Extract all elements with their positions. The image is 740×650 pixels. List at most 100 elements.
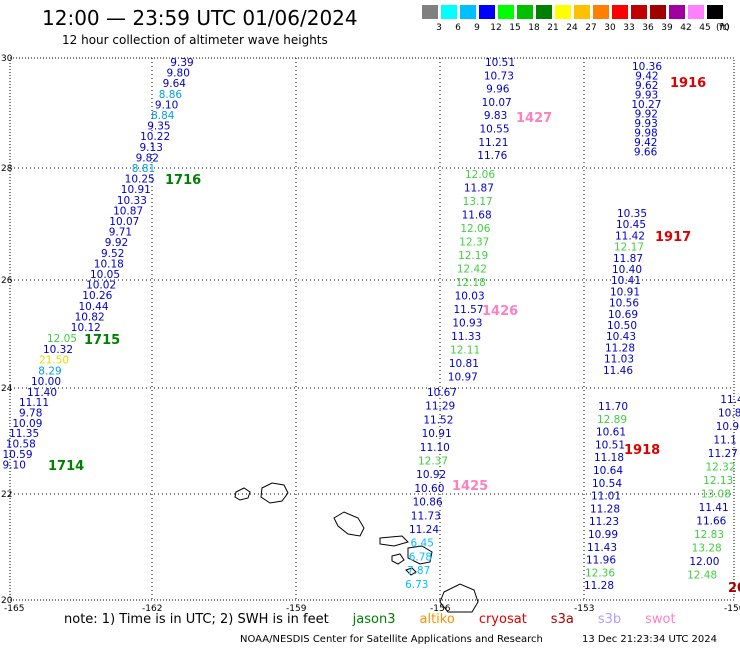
island-niihau	[234, 487, 251, 501]
wave-height-value: 10.61	[596, 427, 626, 439]
wave-height-value: 10.07	[482, 97, 512, 109]
wave-height-value: 12.18	[456, 277, 486, 289]
wave-height-value: 9.93	[634, 118, 657, 130]
wave-height-value: 10.18	[94, 258, 124, 270]
island-hawaii	[439, 583, 479, 613]
wave-height-value: 9.35	[147, 121, 170, 133]
wave-height-value: 12.13	[703, 475, 733, 487]
wave-height-value: 10.9	[716, 421, 739, 433]
wave-height-value: 10.32	[43, 344, 73, 356]
satellite-s3b: s3b	[597, 612, 622, 627]
wave-height-value: 11.57	[453, 304, 483, 316]
wave-height-value: 13.08	[701, 489, 731, 501]
longitude-label: -156	[430, 604, 451, 614]
island-molokai	[379, 535, 409, 547]
wave-height-value: 9.42	[635, 71, 658, 83]
island-oahu	[333, 511, 365, 537]
wave-height-value: 10.56	[609, 298, 639, 310]
wave-height-value: 10.22	[140, 131, 170, 143]
longitude-label: -153	[574, 604, 594, 614]
wave-height-value: 10.43	[606, 331, 636, 343]
wave-height-value: 11.52	[423, 414, 453, 426]
wave-height-value: 12.19	[458, 250, 488, 262]
wave-height-value: 10.69	[608, 309, 638, 321]
wave-height-value: 10.33	[117, 195, 147, 207]
wave-height-value: 10.67	[427, 387, 457, 399]
chart-subtitle: 12 hour collection of altimeter wave hei…	[62, 33, 328, 47]
wave-height-value: 11.21	[478, 137, 508, 149]
scale-label: 27	[585, 23, 597, 33]
wave-height-value: 12.37	[418, 456, 448, 468]
wave-height-value: 10.93	[452, 318, 482, 330]
track-time-label: 1426	[482, 304, 518, 319]
wave-height-value: 12.06	[465, 169, 495, 181]
wave-height-value: 10.92	[416, 469, 446, 481]
wave-height-value: 12.11	[450, 345, 480, 357]
wave-height-value: 10.12	[71, 322, 101, 334]
wave-height-value: 10.55	[479, 124, 509, 136]
wave-height-value: 9.66	[634, 147, 658, 159]
latitude-label: 28	[1, 164, 13, 174]
wave-height-value: 11.28	[584, 580, 614, 592]
wave-height-value: 11.1	[713, 435, 736, 447]
scale-swatch	[688, 5, 704, 19]
wave-height-value: 10.97	[448, 372, 478, 384]
scale-swatch	[574, 5, 590, 19]
wave-height-value: 9.78	[19, 407, 42, 419]
longitude-label: -162	[142, 604, 162, 614]
island-kahoolawe	[405, 567, 417, 576]
track-1716: 9.399.809.648.869.108.849.3510.229.139.8…	[71, 57, 201, 334]
wave-height-value: 10.25	[125, 174, 155, 186]
note-text: note: 1) Time is in UTC; 2) SWH is in fe…	[64, 612, 329, 627]
map-grid: -165 -162 -159 -156 -153 -150 30 28 26 24 22 20	[1, 54, 740, 614]
wave-height-value: 10.86	[413, 497, 443, 509]
wave-height-value: 11.11	[19, 397, 49, 409]
scale-label: 9	[474, 23, 480, 33]
wave-height-value: 9.82	[136, 152, 159, 164]
wave-height-value: 11.87	[613, 253, 643, 265]
wave-height-value: 10.91	[610, 286, 640, 298]
latitude-label: 22	[1, 490, 12, 500]
satellite-jason3: jason3	[352, 612, 396, 627]
wave-height-value: 12.17	[614, 242, 644, 254]
wave-height-value: 11.4	[720, 394, 740, 406]
footer-note: note: 1) Time is in UTC; 2) SWH is in fe…	[64, 612, 724, 627]
scale-label: 45	[699, 23, 711, 33]
wave-height-value: 12.37	[459, 237, 489, 249]
wave-height-value: 6.78	[409, 551, 432, 563]
track-time-label: 1715	[84, 333, 120, 348]
wave-height-value: 11.46	[603, 365, 633, 377]
scale-swatch	[593, 5, 609, 19]
wave-height-value: 10.87	[113, 205, 143, 217]
wave-height-value: 9.92	[105, 237, 128, 249]
track-1918: 11.7012.8910.6110.5111.1810.6410.5411.01…	[584, 401, 660, 592]
wave-height-value: 10.50	[607, 320, 637, 332]
wave-height-value: 9.80	[167, 68, 190, 80]
wave-height-value: 8.86	[159, 89, 183, 101]
wave-height-value: 10.27	[631, 99, 661, 111]
wave-height-value: 10.73	[484, 70, 514, 82]
wave-height-value: 11.28	[590, 503, 620, 515]
track-1426: 12.0611.8713.1711.6812.0612.3712.1912.42…	[448, 169, 518, 384]
wave-height-value: 11.73	[411, 510, 441, 522]
wave-height-value: 9.64	[163, 78, 187, 90]
satellite-s3a: s3a	[550, 612, 574, 627]
latitude-label: 30	[1, 54, 13, 64]
wave-height-value: 10.03	[455, 291, 485, 303]
track-time-label: 1916	[670, 76, 706, 91]
scale-swatch	[536, 5, 552, 19]
wave-height-value: 6.45	[411, 538, 434, 550]
wave-height-value: 9.92	[635, 109, 658, 121]
wave-height-value: 11.76	[477, 150, 507, 162]
longitude-label: -150	[724, 604, 740, 614]
scale-swatch	[517, 5, 533, 19]
scale-swatch	[441, 5, 457, 19]
scale-label: 36	[642, 23, 654, 33]
wave-height-value: 10.82	[75, 311, 105, 323]
wave-height-value: 9.42	[634, 137, 657, 149]
wave-height-value: 11.70	[598, 401, 628, 413]
wave-height-value: 6.73	[405, 579, 428, 591]
